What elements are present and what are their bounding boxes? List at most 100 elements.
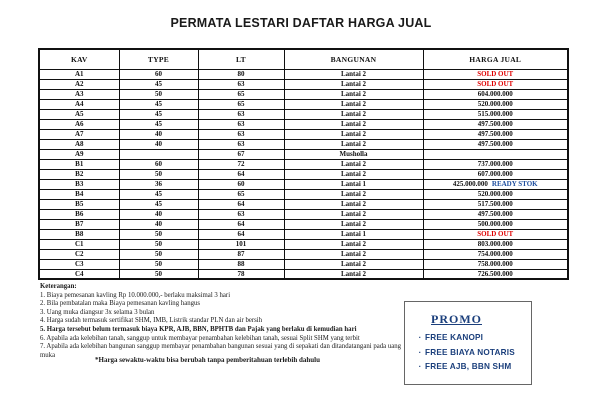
cell-lt: 63 <box>197 118 285 130</box>
cell-type <box>118 148 199 160</box>
cell-bangunan: Lantai 1 <box>283 228 424 240</box>
cell-bangunan: Lantai 2 <box>283 78 424 90</box>
cell-kav: C3 <box>38 258 120 270</box>
column-header-lt: LT <box>197 48 285 70</box>
cell-type: 45 <box>118 108 199 120</box>
table-row: A3 50 65 Lantai 2 604.000.000 <box>38 88 569 100</box>
cell-lt: 65 <box>197 98 285 110</box>
page-title: PERMATA LESTARI DAFTAR HARGA JUAL <box>170 16 432 30</box>
promo-item-label: FREE BIAYA NOTARIS <box>425 347 515 357</box>
cell-bangunan: Lantai 2 <box>283 198 424 210</box>
cell-bangunan: Lantai 2 <box>283 208 424 220</box>
note-item: 7. Apabila ada kelebihan bangunan sanggu… <box>40 343 402 359</box>
cell-type: 50 <box>118 268 199 280</box>
cell-harga: 425.000.000 READY STOK <box>422 178 569 190</box>
bullet-icon: · <box>418 362 422 371</box>
price-table-body: A1 60 80 Lantai 2 SOLD OUT A2 45 63 Lantai 2 SOLD… <box>38 68 569 280</box>
cell-kav: A5 <box>38 108 120 120</box>
cell-harga: 520.000.000 <box>422 98 569 110</box>
cell-bangunan: Lantai 2 <box>283 68 424 80</box>
cell-lt: 63 <box>197 78 285 90</box>
cell-type: 40 <box>118 138 199 150</box>
cell-lt: 60 <box>197 178 285 190</box>
cell-lt: 63 <box>197 208 285 220</box>
cell-harga: 497.500.000 <box>422 138 569 150</box>
column-header-kav: KAV <box>38 48 120 70</box>
cell-kav: B3 <box>38 178 120 190</box>
cell-type: 36 <box>118 178 199 190</box>
bullet-icon: · <box>418 347 422 357</box>
cell-lt: 65 <box>197 88 285 100</box>
note-item: 6. Apabila ada kelebihan tanah, sanggup … <box>40 334 360 342</box>
table-row: B4 45 65 Lantai 2 520.000.000 <box>38 188 569 200</box>
cell-type: 50 <box>118 168 199 180</box>
column-header-type: TYPE <box>118 48 199 70</box>
cell-type: 40 <box>118 128 199 140</box>
table-row: B2 50 64 Lantai 2 607.000.000 <box>38 168 569 180</box>
table-row: A4 45 65 Lantai 2 520.000.000 <box>38 98 569 110</box>
cell-bangunan: Lantai 2 <box>283 158 424 170</box>
cell-type: 45 <box>118 118 199 130</box>
cell-kav: A2 <box>38 78 120 90</box>
cell-harga: 500.000.000 <box>422 218 569 230</box>
cell-type: 40 <box>118 218 199 230</box>
cell-bangunan: Lantai 2 <box>283 248 424 260</box>
cell-lt: 64 <box>197 218 285 230</box>
cell-lt: 78 <box>197 268 285 280</box>
table-row: B5 45 64 Lantai 2 517.500.000 <box>38 198 569 210</box>
cell-bangunan: Lantai 2 <box>283 88 424 100</box>
table-row: C2 50 87 Lantai 2 754.000.000 <box>38 248 569 260</box>
cell-kav: A8 <box>38 138 120 150</box>
cell-harga: 607.000.000 <box>422 168 569 180</box>
cell-lt: 88 <box>197 258 285 270</box>
cell-kav: A1 <box>38 68 120 80</box>
cell-kav: A9 <box>38 148 120 160</box>
cell-type: 50 <box>118 238 199 250</box>
table-row: A9 67 Musholla <box>38 148 569 160</box>
cell-kav: C2 <box>38 248 120 260</box>
cell-harga: 604.000.000 <box>422 88 569 100</box>
price-table-header: KAV TYPE LT BANGUNAN HARGA JUAL <box>38 48 569 70</box>
table-row: A5 45 63 Lantai 2 515.000.000 <box>38 108 569 120</box>
promo-item: · FREE AJB, BBN SHM <box>415 360 531 375</box>
cell-kav: B8 <box>38 228 120 240</box>
cell-harga: 497.500.000 <box>422 208 569 220</box>
cell-kav: A7 <box>38 128 120 140</box>
promo-item: · FREE KANOPI <box>415 331 531 346</box>
cell-type: 45 <box>118 188 199 200</box>
cell-harga: 758.000.000 <box>422 258 569 270</box>
promo-item-label: FREE KANOPI <box>425 333 484 342</box>
note-item: 4. Harga sudah termasuk sertifikat SHM, … <box>40 317 263 325</box>
cell-lt: 64 <box>197 168 285 180</box>
table-row: B7 40 64 Lantai 2 500.000.000 <box>38 218 569 230</box>
table-row: C3 50 88 Lantai 2 758.000.000 <box>38 258 569 270</box>
cell-bangunan: Lantai 2 <box>283 108 424 120</box>
promo-item-label: FREE AJB, BBN SHM <box>425 362 512 371</box>
cell-kav: C1 <box>38 238 120 250</box>
cell-bangunan: Musholla <box>283 148 424 160</box>
note-item: 1. Biaya pemesanan kavling Rp 10.000.000… <box>40 291 231 299</box>
cell-type: 50 <box>118 258 199 270</box>
table-row: B6 40 63 Lantai 2 497.500.000 <box>38 208 569 220</box>
cell-bangunan: Lantai 1 <box>283 178 424 190</box>
cell-harga: SOLD OUT <box>422 68 569 80</box>
table-row: B8 50 64 Lantai 1 SOLD OUT <box>38 228 569 240</box>
table-row: B1 60 72 Lantai 2 737.000.000 <box>38 158 569 170</box>
price-change-footnote: *Harga sewaktu-waktu bisa berubah tanpa … <box>95 356 321 364</box>
cell-harga <box>422 148 569 160</box>
cell-bangunan: Lantai 2 <box>283 98 424 110</box>
cell-harga: 726.500.000 <box>422 268 569 280</box>
cell-harga: 517.500.000 <box>422 198 569 210</box>
cell-type: 60 <box>118 158 199 170</box>
cell-kav: B6 <box>38 208 120 220</box>
cell-bangunan: Lantai 2 <box>283 268 424 280</box>
table-row: C4 50 78 Lantai 2 726.500.000 <box>38 268 569 280</box>
column-header-harga-jual: HARGA JUAL <box>422 48 569 70</box>
price-table: KAV TYPE LT BANGUNAN HARGA JUAL A1 60 80 La… <box>38 48 569 280</box>
cell-kav: B4 <box>38 188 120 200</box>
table-row: A6 45 63 Lantai 2 497.500.000 <box>38 118 569 130</box>
notes-heading: Keterangan: <box>40 283 77 290</box>
promo-box: PROMO · FREE KANOPI · FREE BIAYA NOTARIS · FR… <box>404 301 532 385</box>
cell-kav: B7 <box>38 218 120 230</box>
